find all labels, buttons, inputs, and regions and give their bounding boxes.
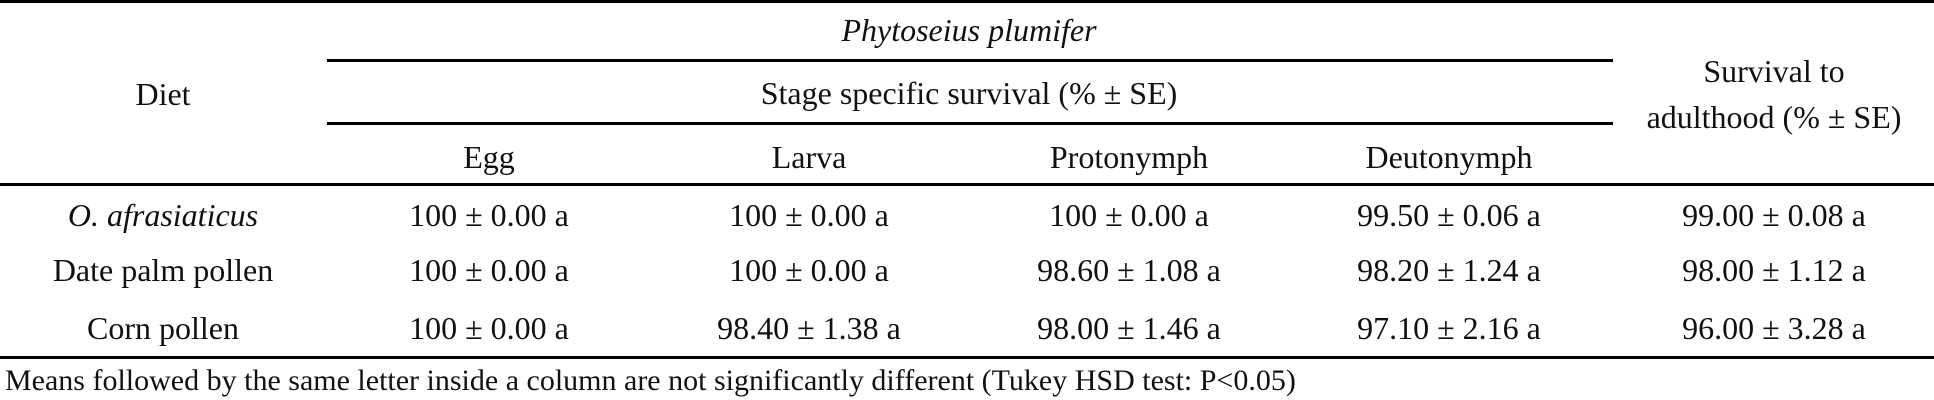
table-footnote: Means followed by the same letter inside… [5, 364, 1296, 397]
deutonymph-cell-o-afrasiaticus: 99.50 ± 0.06 a [1357, 197, 1541, 233]
egg-column-header: Egg [463, 139, 515, 175]
header-bottom-rule [0, 183, 1934, 186]
larva-cell-corn-pollen: 98.40 ± 1.38 a [717, 310, 901, 346]
diet-cell-corn-pollen: Corn pollen [87, 310, 239, 346]
stage-specific-underline-rule [327, 122, 1613, 125]
egg-cell-corn-pollen: 100 ± 0.00 a [409, 310, 569, 346]
survival-cell-date-palm-pollen: 98.00 ± 1.12 a [1682, 252, 1866, 288]
diet-cell-date-palm-pollen: Date palm pollen [52, 252, 274, 288]
survival-cell-o-afrasiaticus: 99.00 ± 0.08 a [1682, 197, 1866, 233]
stage-specific-survival-header: Stage specific survival (% ± SE) [760, 75, 1178, 111]
deutonymph-cell-date-palm-pollen: 98.20 ± 1.24 a [1357, 252, 1541, 288]
survival-to-adulthood-header-line2: adulthood (% ± SE) [1646, 99, 1902, 135]
protonymph-cell-corn-pollen: 98.00 ± 1.46 a [1037, 310, 1221, 346]
survival-to-adulthood-header-line1: Survival to [1703, 53, 1845, 89]
species-underline-rule [327, 59, 1613, 62]
diet-cell-o-afrasiaticus: O. afrasiaticus [67, 197, 259, 233]
protonymph-column-header: Protonymph [1049, 139, 1209, 175]
larva-cell-date-palm-pollen: 100 ± 0.00 a [729, 252, 889, 288]
protonymph-cell-date-palm-pollen: 98.60 ± 1.08 a [1037, 252, 1221, 288]
table-top-rule [0, 0, 1934, 3]
deutonymph-column-header: Deutonymph [1365, 139, 1533, 175]
diet-header: Diet [135, 76, 191, 112]
larva-cell-o-afrasiaticus: 100 ± 0.00 a [729, 197, 889, 233]
deutonymph-cell-corn-pollen: 97.10 ± 2.16 a [1357, 310, 1541, 346]
survival-cell-corn-pollen: 96.00 ± 3.28 a [1682, 310, 1866, 346]
larva-column-header: Larva [771, 139, 847, 175]
egg-cell-o-afrasiaticus: 100 ± 0.00 a [409, 197, 569, 233]
table-bottom-rule [0, 356, 1934, 359]
species-header: Phytoseius plumifer [841, 12, 1097, 48]
protonymph-cell-o-afrasiaticus: 100 ± 0.00 a [1049, 197, 1209, 233]
egg-cell-date-palm-pollen: 100 ± 0.00 a [409, 252, 569, 288]
